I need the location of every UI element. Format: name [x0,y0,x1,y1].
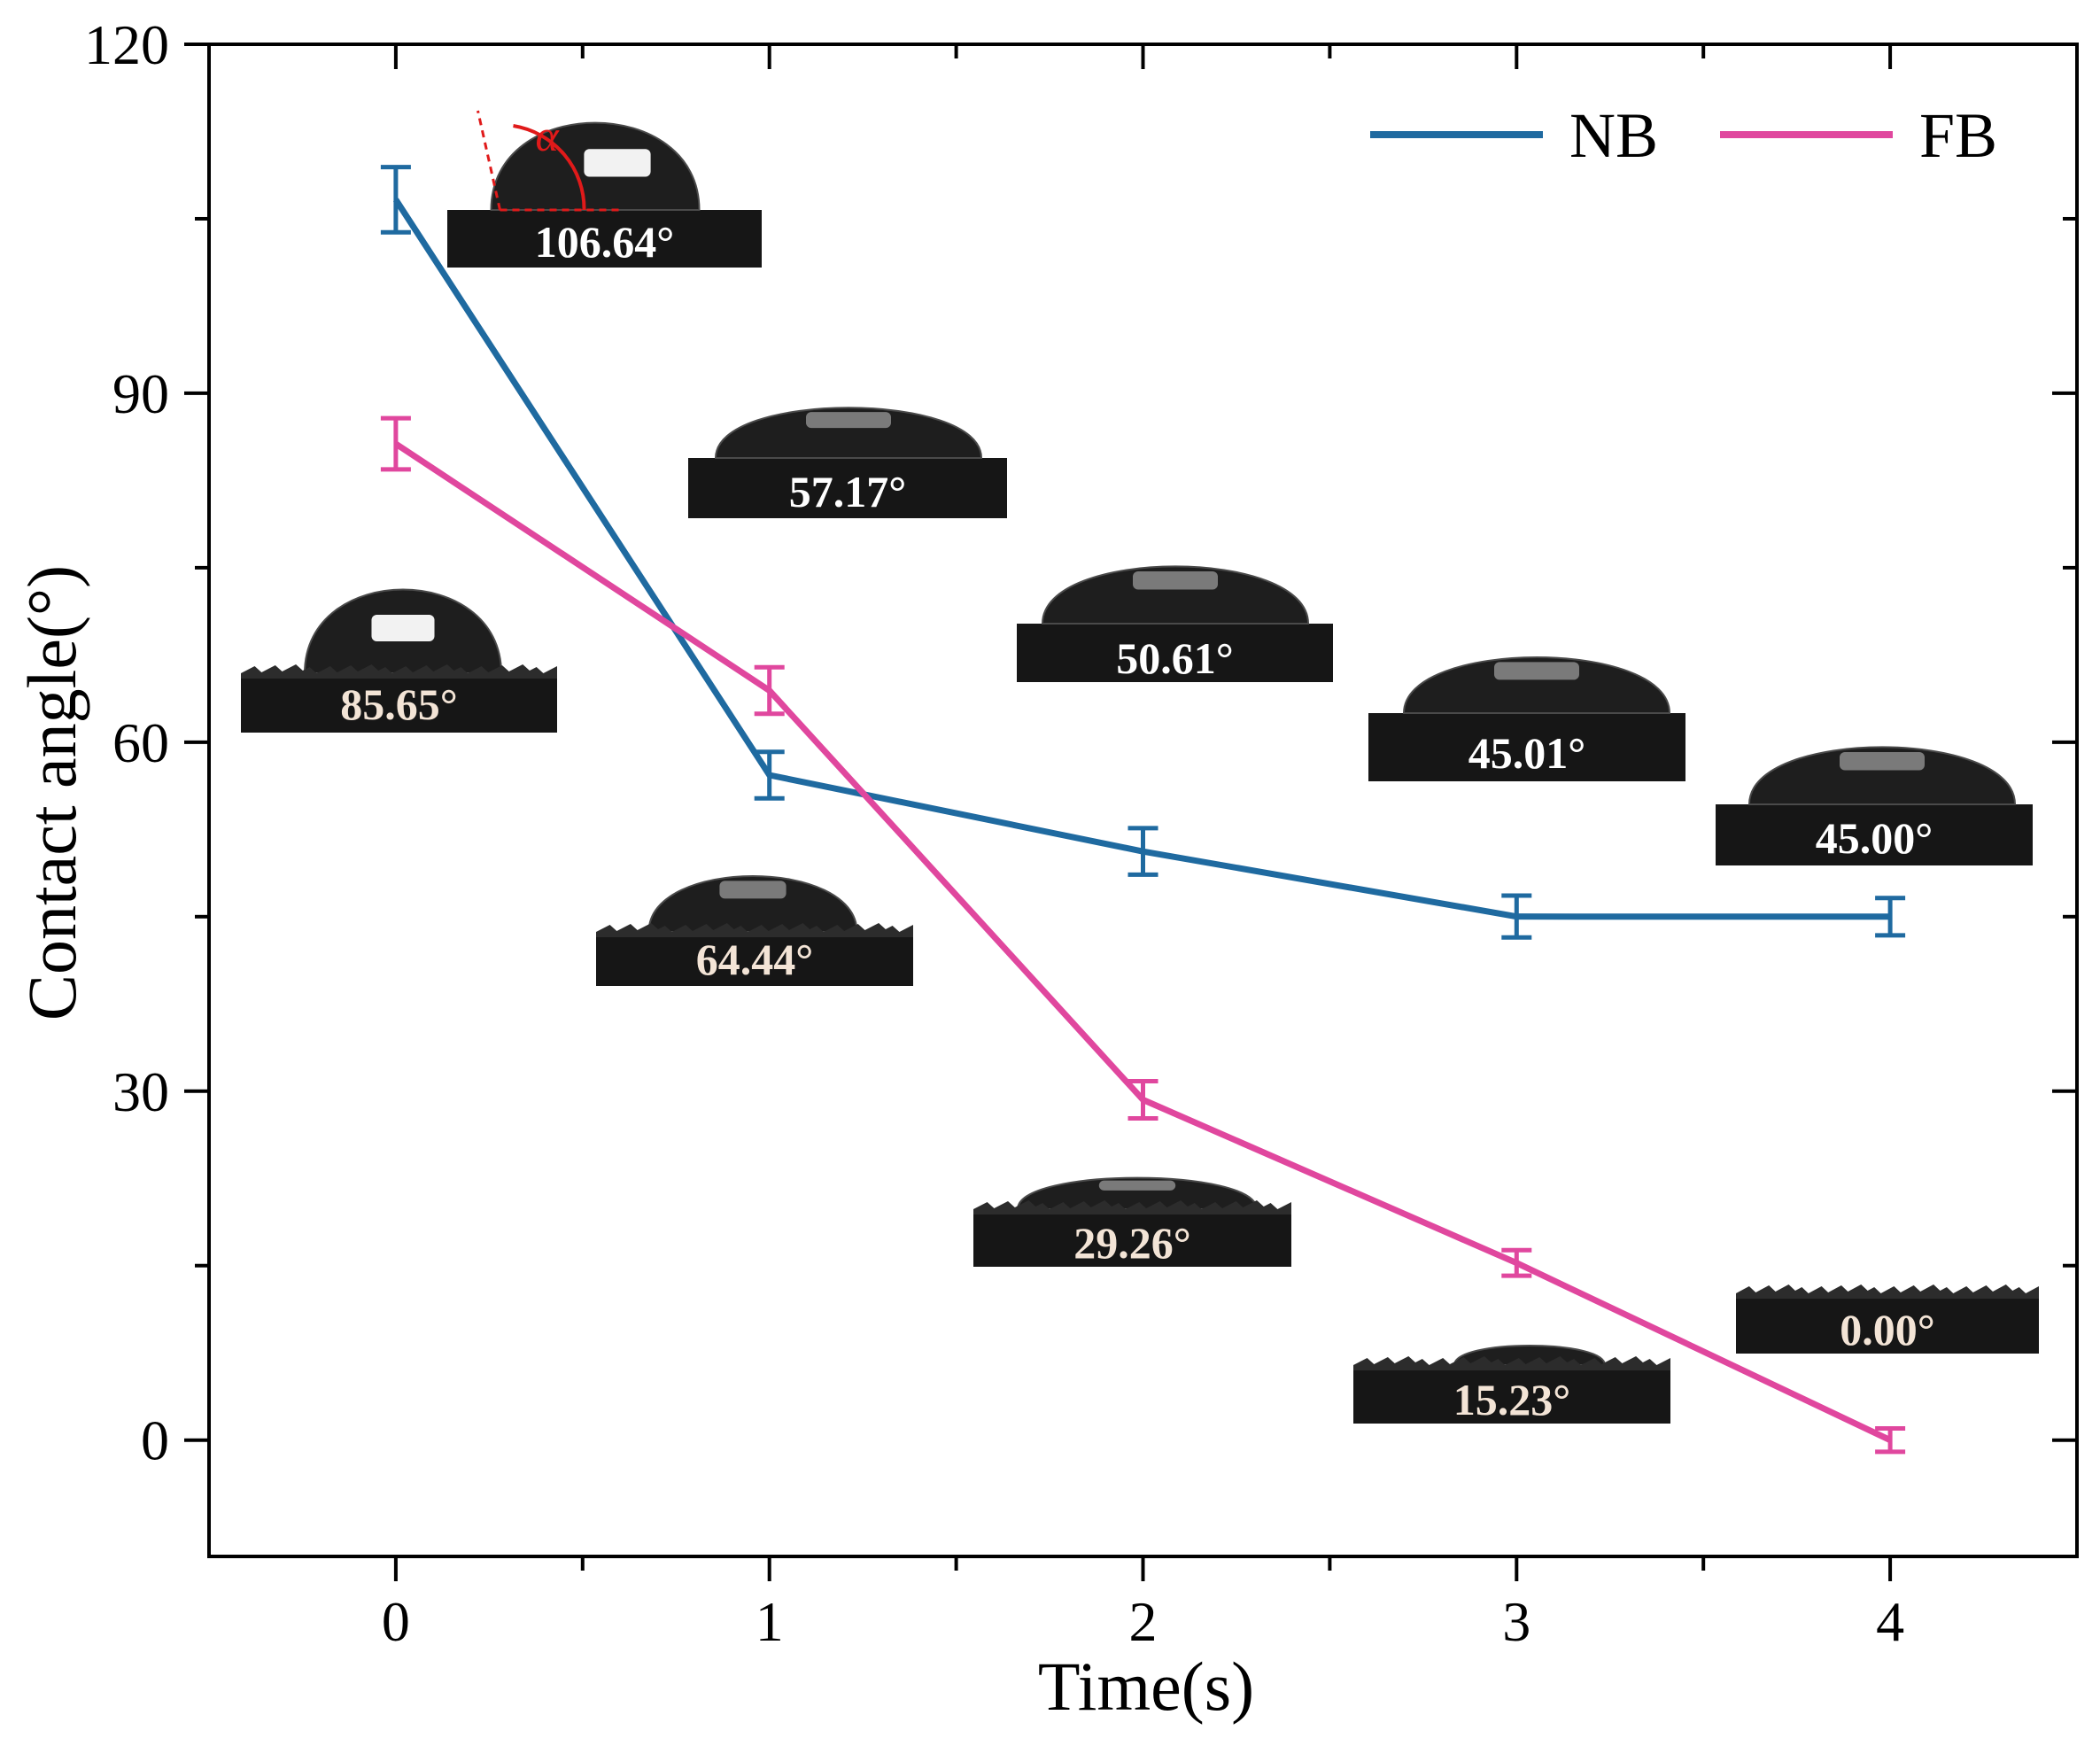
y-axis-title: Contact angle(°) [13,565,90,1020]
droplet-reflection [1098,1180,1176,1191]
x-axis-title: Time(s) [1038,1648,1254,1725]
droplet-inset-fb-5: 85.65° [241,588,557,733]
error-bar [754,749,785,801]
droplet-reflection [1133,570,1218,590]
error-bar [1501,1247,1532,1278]
inset-substrate [241,673,557,733]
tangent-line [477,110,501,211]
series [380,165,1906,1455]
rough-surface-texture [241,664,557,679]
droplet-shape [1747,746,2017,805]
droplet-inset-nb-2: 50.61° [1017,565,1333,683]
error-bar [1501,893,1532,940]
y-tick-label: 0 [141,1409,169,1472]
rough-surface-texture [1736,1284,2039,1299]
error-bar [380,165,411,235]
error-bar [1875,896,1906,938]
rough-surface-texture [1353,1356,1670,1370]
angle-arc [513,124,586,211]
droplet-shape [1402,656,1671,714]
droplet-inset-fb-7: 29.26° [973,1176,1291,1268]
inset-substrate [596,932,913,986]
axes: 0 1 2 3 4 0 30 60 90 120 [84,13,2079,1653]
droplet-inset-fb-6: 64.44° [596,875,913,986]
droplet-inset-nb-4: 45.00° [1716,746,2033,865]
error-bar [754,664,785,717]
inset-substrate [1736,1293,2039,1354]
inset-substrate [1368,713,1685,781]
alpha-angle-symbol: α [536,111,561,160]
inset-angle-label: 106.64° [535,217,675,267]
inset-angle-label: 15.23° [1453,1375,1571,1424]
droplet-reflection [584,149,651,177]
inset-substrate [973,1209,1291,1267]
droplet-inset-nb-3: 45.01° [1368,656,1685,781]
legend-item-fb: FB [1720,100,1997,171]
x-tick-label: 4 [1876,1590,1904,1653]
droplet-reflection [806,412,891,429]
inset-angle-label: 45.01° [1468,728,1586,778]
error-bar [380,415,411,472]
x-tick-label: 1 [756,1590,784,1653]
error-bar [1127,1078,1158,1121]
droplet-inset-nb-1: 57.17° [688,407,1007,518]
rough-surface-texture [596,923,913,937]
rough-surface-texture [973,1200,1291,1214]
droplet-reflection [371,615,435,641]
inset-angle-label: 0.00° [1840,1305,1935,1354]
series-fb [380,415,1906,1455]
inset-angle-label: 57.17° [789,467,907,516]
y-tick-label: 90 [112,362,169,425]
legend-item-nb: NB [1370,100,1658,171]
error-bar [1127,826,1158,877]
inset-substrate [1017,624,1333,682]
inset-angle-label: 64.44° [696,935,814,984]
droplet-reflection [719,881,787,899]
droplet-reflection [1494,662,1579,680]
inset-angle-label: 85.65° [340,679,458,729]
inset-substrate [688,458,1007,518]
droplet-insets: α 106.64° 57.17° 50.61° 45.01° 45.00° 85.65° 64… [241,110,2039,1424]
droplet-reflection [1840,751,1925,771]
y-tick-label: 30 [112,1060,169,1123]
droplet-shape [647,875,858,933]
y-tick-label: 60 [112,711,169,774]
inset-angle-label: 45.00° [1816,813,1933,863]
x-tick-label: 0 [382,1590,410,1653]
inset-substrate [1353,1365,1670,1424]
x-tick-label: 2 [1129,1590,1158,1653]
droplet-inset-fb-9: 0.00° [1736,1284,2039,1354]
legend: NB FB [1370,100,1997,171]
droplet-shape [1453,1344,1607,1366]
legend-label: NB [1569,100,1658,171]
legend-label: FB [1919,100,1997,171]
series-nb [380,165,1906,940]
y-tick-label: 120 [84,13,169,76]
droplet-inset-fb-8: 15.23° [1353,1344,1670,1424]
inset-angle-label: 50.61° [1116,633,1234,683]
droplet-shape [1016,1176,1259,1210]
inset-substrate [447,210,762,268]
series-line-nb [392,198,1891,920]
inset-substrate [1716,804,2033,865]
droplet-inset-nb-0: α 106.64° [447,110,762,268]
error-bar [1875,1426,1906,1455]
droplet-shape [714,407,983,459]
x-tick-label: 3 [1502,1590,1530,1653]
inset-angle-label: 29.26° [1073,1218,1191,1268]
droplet-shape [1041,565,1310,625]
